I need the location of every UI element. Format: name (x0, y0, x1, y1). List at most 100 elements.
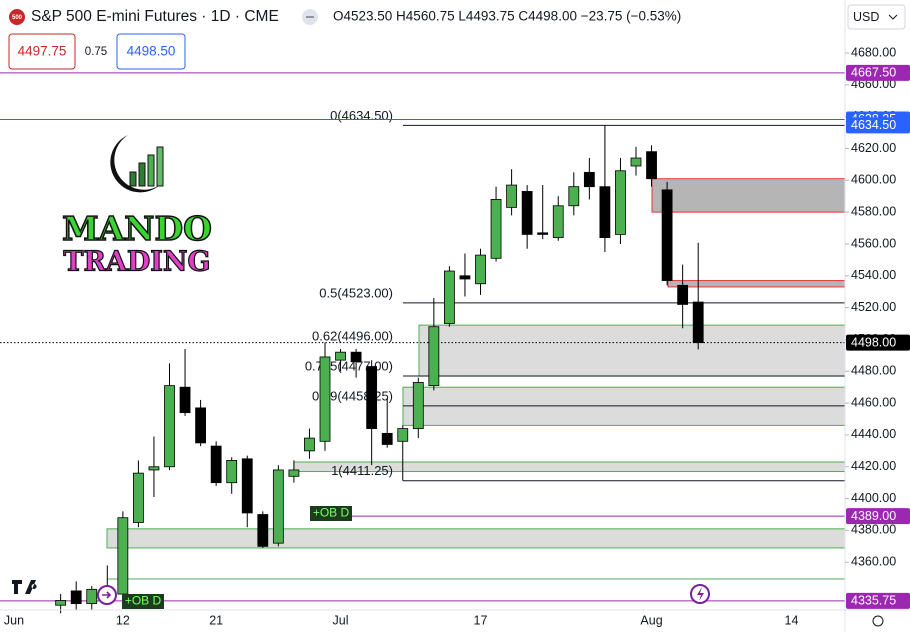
candle-body (552, 205, 564, 239)
y-tick-label: 4460.00 (851, 395, 896, 409)
logo-text: TRADING (63, 247, 210, 278)
candle-body (335, 351, 346, 361)
candle-body (117, 517, 129, 595)
y-tick-label: 4420.00 (851, 459, 896, 473)
ob-label: +OB D (313, 506, 350, 520)
candle-body (677, 284, 689, 305)
y-tick-label: 4480.00 (851, 364, 896, 378)
candle-body (428, 326, 440, 387)
candle-body (646, 151, 657, 180)
candle-body (319, 356, 331, 442)
price-tag (846, 592, 910, 609)
candle-body (288, 469, 300, 477)
price-tag (846, 64, 910, 81)
y-tick-label: 4680.00 (851, 45, 896, 59)
candle-body (148, 466, 160, 471)
candle-body (583, 171, 595, 188)
ask: 4498.50 (127, 44, 176, 59)
candle-body (568, 186, 580, 207)
candle-body (381, 432, 393, 445)
symbol-icon-text: 500 (12, 15, 23, 21)
y-tick-label: 4580.00 (851, 204, 896, 218)
price-tag-label: 4634.50 (851, 118, 896, 132)
price-tag (846, 508, 910, 525)
candle-body (599, 186, 611, 239)
price-tag-label: 4498.00 (851, 335, 896, 349)
x-tick-label: Aug (640, 613, 662, 627)
candle-body (257, 514, 269, 547)
candle-body (304, 437, 315, 452)
event-bolt (697, 587, 704, 601)
x-tick-label: 21 (209, 613, 223, 627)
ohlc: O4523.50 H4560.75 L4493.75 C4498.00 −23.… (333, 9, 681, 24)
y-tick-label: 4380.00 (851, 523, 896, 537)
candle-body (350, 351, 362, 363)
fib-label: 1(4411.25) (331, 463, 393, 478)
logo-bar (147, 154, 155, 187)
tv-logo (12, 580, 37, 594)
candle-body (70, 590, 82, 605)
candle-body (661, 189, 673, 281)
candle-body (443, 270, 455, 324)
logo-bar (138, 162, 146, 187)
ob-label-bg (122, 594, 164, 609)
candle-body (615, 170, 626, 235)
ob-label: +OB D (125, 594, 162, 608)
spread: 0.75 (85, 46, 107, 58)
candle-body (490, 199, 502, 259)
bid: 4497.75 (18, 44, 67, 59)
settings-icon[interactable] (872, 615, 884, 627)
sell-button[interactable] (8, 33, 76, 70)
symbol-icon (9, 9, 25, 25)
candle-body (630, 157, 642, 167)
buy-button[interactable] (116, 33, 186, 70)
candle-body (692, 301, 704, 344)
zone (651, 178, 846, 213)
y-tick-label: 4440.00 (851, 427, 896, 441)
x-tick-label: 14 (785, 613, 799, 627)
price-tag (846, 117, 910, 134)
event-arrow (102, 591, 112, 599)
zone (418, 324, 846, 377)
fib-label: 0.5(4523.00) (319, 285, 393, 300)
currency-button[interactable] (847, 4, 906, 30)
price-tag-label: 4667.50 (851, 66, 896, 80)
zone (667, 280, 846, 288)
candle-body (537, 232, 549, 235)
currency: USD (853, 10, 879, 24)
candle-body (195, 407, 207, 444)
candle-body (86, 588, 98, 605)
x-tick-label: Jun (4, 613, 24, 627)
candle-body (179, 386, 191, 414)
y-tick-label: 4540.00 (851, 268, 896, 282)
x-tick-label: 12 (116, 613, 130, 627)
price-tag (846, 334, 910, 351)
y-tick-label: 4600.00 (851, 173, 896, 187)
fib-label: 0(4634.50) (330, 108, 393, 123)
price-tag-label: 4335.75 (851, 594, 896, 608)
y-tick-label: 4400.00 (851, 491, 896, 505)
ob-label-bg (310, 506, 352, 521)
y-tick-label: 4560.00 (851, 236, 896, 250)
y-tick-label: 4520.00 (851, 300, 896, 314)
chart-title[interactable]: S&P 500 E-mini Futures · 1D · CME (31, 8, 279, 25)
zone (106, 528, 846, 549)
candle-body (506, 184, 518, 208)
candle-body (412, 382, 424, 429)
logo-bar (129, 171, 137, 187)
candle-body (241, 458, 253, 514)
candle-body (210, 445, 222, 484)
candle-body (475, 254, 486, 285)
price-tag-label: 4389.00 (851, 509, 896, 523)
candle-body (226, 460, 238, 484)
x-tick-label: Jul (333, 613, 349, 627)
candle-body (55, 600, 67, 606)
x-tick-label: 17 (474, 613, 488, 627)
candle-body (164, 385, 175, 468)
candle-body (272, 469, 284, 544)
candle-body (521, 191, 533, 235)
candle-body (366, 366, 378, 429)
candle-body (132, 472, 144, 523)
